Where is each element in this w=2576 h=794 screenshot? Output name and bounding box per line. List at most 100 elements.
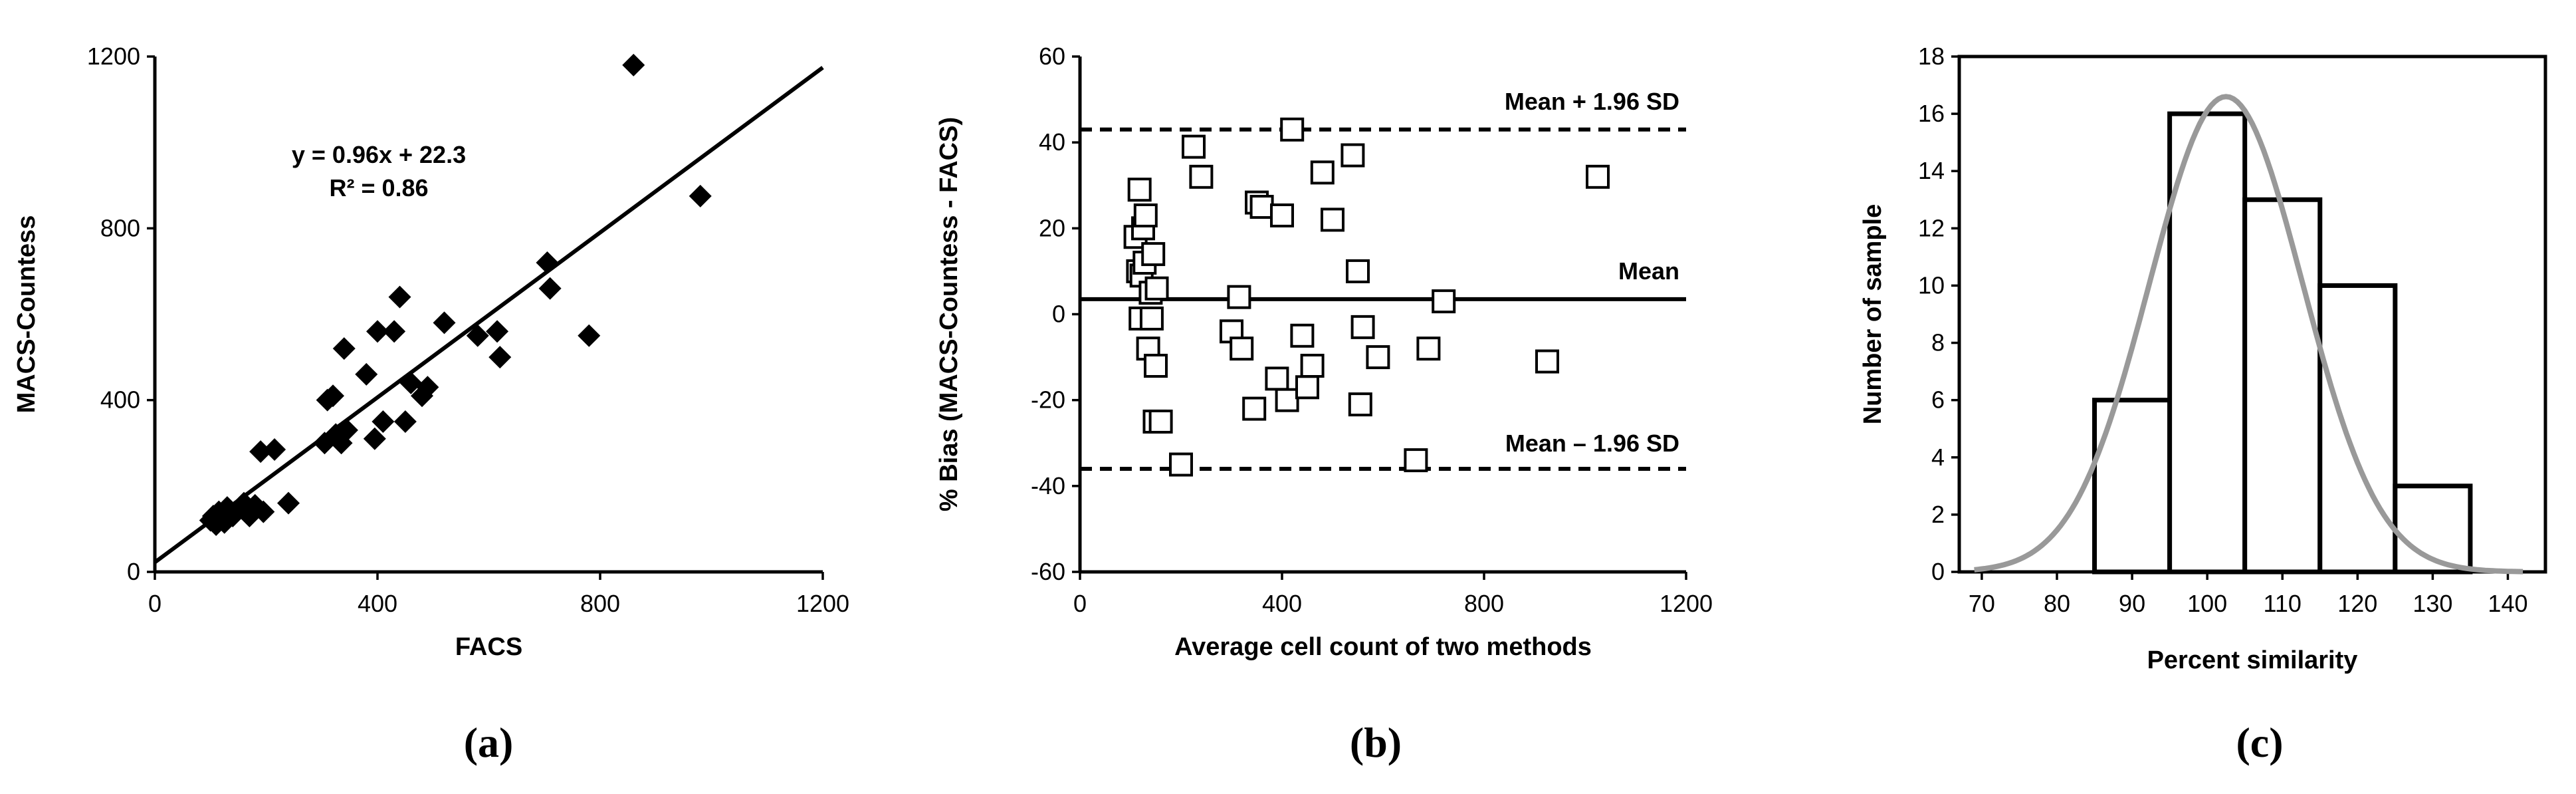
reference-line-label: Mean — [1618, 257, 1679, 285]
data-point — [1227, 285, 1251, 309]
y-tick-label: 800 — [100, 214, 140, 241]
x-tick-label: 140 — [2488, 590, 2527, 617]
y-tick-label: 0 — [1931, 558, 1945, 585]
x-tick-label: 800 — [1464, 590, 1504, 617]
panel-label: (b) — [1350, 719, 1402, 766]
y-axis-title: % Bias (MACS-Countess - FACS) — [935, 117, 963, 511]
data-point — [1586, 164, 1610, 189]
data-point — [622, 53, 645, 76]
histogram-bar — [2317, 283, 2398, 575]
y-tick-label: -60 — [1031, 558, 1065, 585]
y-axis-title: MACS-Countess — [13, 215, 41, 414]
x-axis-title: Percent similarity — [2147, 646, 2358, 674]
data-point — [1249, 195, 1274, 219]
data-point — [1230, 336, 1254, 361]
y-tick-label: 12 — [1918, 214, 1945, 241]
data-point — [366, 320, 389, 343]
data-point — [1416, 336, 1441, 361]
reference-line-label: Mean – 1.96 SD — [1505, 430, 1679, 457]
x-tick-label: 100 — [2187, 590, 2227, 617]
y-tick-label: 16 — [1918, 100, 1945, 127]
data-point — [689, 184, 712, 207]
data-point — [538, 277, 562, 300]
data-point — [393, 410, 417, 433]
y-tick-label: 14 — [1918, 157, 1945, 184]
data-point — [1169, 452, 1193, 477]
panel-b-bland-altman-chart: -60 -40 -20 0 20 40 60 0 400 800 1200 Average cell … — [935, 43, 1713, 766]
x-tick-label: 120 — [2337, 590, 2377, 617]
y-tick-label: 20 — [1039, 214, 1065, 241]
data-point — [1270, 203, 1294, 227]
data-point — [1348, 392, 1372, 417]
data-point — [578, 324, 601, 347]
data-point — [536, 251, 559, 274]
x-tick-label: 800 — [580, 590, 620, 617]
data-point — [1141, 242, 1166, 267]
data-point — [363, 427, 386, 450]
data-point — [322, 384, 344, 408]
data-point — [488, 346, 512, 369]
x-tick-label: 70 — [1969, 590, 1995, 617]
y-tick-label: 60 — [1039, 43, 1065, 70]
data-point — [335, 418, 358, 442]
data-point — [1265, 366, 1289, 391]
y-tick-label: 8 — [1931, 329, 1945, 356]
data-point — [1148, 409, 1173, 434]
normal-distribution-curve — [1974, 94, 2523, 575]
y-tick-label: -20 — [1031, 386, 1065, 414]
data-point — [372, 410, 395, 433]
r-squared-label: R² = 0.86 — [329, 174, 428, 201]
data-point — [1346, 259, 1370, 283]
y-tick-label: 0 — [127, 558, 140, 585]
data-point — [388, 285, 411, 309]
data-point — [416, 376, 439, 399]
y-tick-label: 0 — [1052, 301, 1065, 328]
data-point — [1295, 375, 1319, 400]
data-point — [1341, 143, 1365, 168]
y-tick-label: 6 — [1931, 386, 1945, 414]
data-point — [1404, 448, 1428, 473]
data-point — [249, 440, 272, 463]
data-point — [486, 320, 509, 343]
x-tick-label: 130 — [2413, 590, 2452, 617]
panel-c-histogram-chart: 0 2 4 6 8 10 12 14 16 18 70 80 90 100 110 120 130 140 Perc… — [1859, 43, 2547, 766]
data-point — [1300, 354, 1325, 378]
y-tick-label: 18 — [1918, 43, 1945, 70]
histogram-bar — [2167, 111, 2248, 575]
x-tick-label: 400 — [1262, 590, 1302, 617]
data-point — [1275, 388, 1299, 412]
data-point — [1290, 323, 1315, 348]
x-tick-label: 400 — [358, 590, 397, 617]
x-tick-label: 1200 — [796, 590, 849, 617]
y-axis-title: Number of sample — [1859, 204, 1887, 425]
data-point — [355, 362, 378, 386]
data-point — [1321, 207, 1344, 232]
panel-a-scatter-chart: 0 400 800 1200 0 400 800 1200 FACS MACS-Countess (… — [13, 43, 849, 766]
data-point — [399, 371, 423, 394]
data-point — [252, 500, 275, 523]
x-tick-label: 90 — [2119, 590, 2145, 617]
data-point — [1350, 315, 1375, 339]
data-point — [1242, 396, 1267, 421]
data-point — [383, 320, 406, 343]
x-tick-label: 1200 — [1660, 590, 1713, 617]
data-point — [332, 337, 356, 360]
data-point — [466, 324, 489, 347]
histogram-bar — [2242, 197, 2323, 575]
data-point — [277, 491, 300, 515]
data-point — [1144, 276, 1169, 301]
x-tick-label: 0 — [148, 590, 161, 617]
regression-line — [154, 66, 824, 565]
y-tick-label: 10 — [1918, 271, 1945, 299]
data-point — [1310, 160, 1335, 185]
y-tick-label: -40 — [1031, 472, 1065, 499]
y-tick-label: 40 — [1039, 128, 1065, 156]
x-tick-label: 80 — [2044, 590, 2070, 617]
data-point — [433, 311, 456, 334]
panel-label: (c) — [2236, 719, 2283, 766]
data-point — [1366, 345, 1390, 370]
data-point — [1133, 203, 1158, 227]
y-tick-label: 1200 — [87, 43, 140, 70]
data-point — [1280, 117, 1305, 142]
